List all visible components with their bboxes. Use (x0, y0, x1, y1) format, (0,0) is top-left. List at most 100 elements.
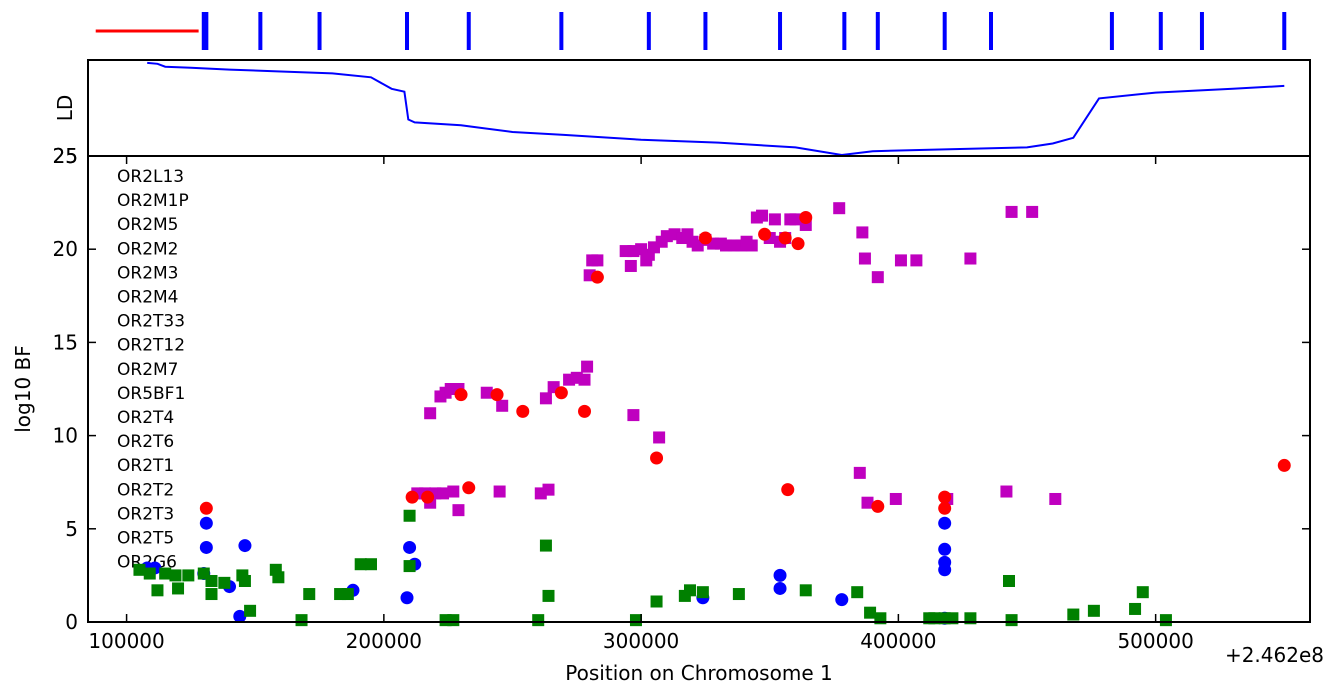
y-tick-label: 0 (65, 610, 78, 634)
ld-line (147, 61, 1285, 157)
data-point-green (151, 584, 164, 597)
data-point-green (1003, 574, 1016, 587)
gene-label: OR2T4 (117, 408, 174, 428)
gene-label: OR2M3 (117, 263, 179, 283)
data-point-green (143, 567, 156, 580)
data-point-magenta (756, 209, 769, 222)
gene-label: OR2T5 (117, 529, 174, 549)
data-point-red (938, 490, 952, 504)
gene-label-list: OR2L13 OR2M1P OR2M5 OR2M2 OR2M3 OR2M4 OR2T33 OR… (117, 167, 189, 573)
data-point-blue (938, 516, 952, 530)
data-point-blue (238, 539, 252, 553)
ld-panel: LD (53, 59, 1311, 157)
data-point-blue (199, 540, 213, 554)
data-point-green (1087, 604, 1100, 617)
y-tick-label: 15 (53, 330, 78, 354)
gene-label: OR5BF1 (117, 384, 185, 404)
data-point-blue (400, 591, 414, 605)
data-point-green (169, 569, 182, 582)
gene-label: OR2M1P (117, 191, 189, 211)
gene-label: OR2T2 (117, 480, 174, 500)
data-points (133, 202, 1291, 627)
y-tick-label: 5 (65, 517, 78, 541)
data-point-magenta (745, 239, 758, 252)
data-point-red (199, 501, 213, 515)
data-point-green (272, 571, 285, 584)
data-point-red (698, 231, 712, 245)
data-point-magenta (789, 213, 802, 226)
data-point-blue (938, 542, 952, 556)
data-point-green (1129, 602, 1142, 615)
data-point-green (542, 589, 555, 602)
data-point-red (799, 211, 813, 225)
gene-label: OR2L13 (117, 167, 184, 187)
data-point-magenta (542, 483, 555, 496)
data-point-green (851, 586, 864, 599)
data-point-magenta (1049, 492, 1062, 505)
data-point-green (205, 574, 218, 587)
data-point-green (182, 569, 195, 582)
snp-marker-track (95, 12, 1287, 50)
data-point-magenta (853, 466, 866, 479)
data-point-green (683, 584, 696, 597)
data-point-magenta (861, 496, 874, 509)
data-point-blue (835, 593, 849, 607)
ld-axis-label: LD (53, 95, 77, 122)
x-axis-label: Position on Chromosome 1 (565, 661, 832, 685)
data-point-magenta (964, 252, 977, 265)
data-point-magenta (424, 407, 437, 420)
data-point-red (490, 388, 504, 402)
data-point-red (938, 501, 952, 515)
data-point-magenta (1000, 485, 1013, 498)
data-point-magenta (1026, 205, 1039, 218)
data-point-red (778, 231, 792, 245)
data-point-magenta (858, 252, 871, 265)
x-tick-label: 200000 (346, 629, 422, 653)
data-point-blue (403, 540, 417, 554)
data-point-green (354, 558, 367, 571)
data-point-red (758, 227, 772, 241)
data-point-green (364, 558, 377, 571)
data-point-green (218, 576, 231, 589)
data-point-magenta (894, 254, 907, 267)
gene-label: OR2T3 (117, 504, 174, 524)
x-axis: 100000 200000 300000 400000 500000 (88, 156, 1194, 653)
data-point-red (454, 388, 468, 402)
gene-label: OR2M2 (117, 239, 179, 259)
gene-label: OR2T12 (117, 336, 185, 356)
data-point-magenta (480, 386, 493, 399)
data-point-magenta (871, 271, 884, 284)
x-tick-label: 100000 (88, 629, 164, 653)
data-point-red (421, 490, 435, 504)
data-point-blue (233, 609, 247, 623)
gene-label: OR2M4 (117, 288, 179, 308)
data-point-magenta (591, 254, 604, 267)
data-point-green (244, 604, 257, 617)
gene-label: OR2M7 (117, 360, 179, 380)
data-point-red (791, 237, 805, 251)
x-tick-label: 400000 (860, 629, 936, 653)
data-point-red (554, 386, 568, 400)
data-point-green (172, 582, 185, 595)
data-point-green (238, 574, 251, 587)
data-point-green (303, 588, 316, 601)
data-point-red (578, 404, 592, 418)
ld-tick-label: 25 (53, 144, 78, 168)
data-point-green (205, 588, 218, 601)
data-point-green (295, 614, 308, 627)
data-point-red (462, 481, 476, 495)
x-tick-label: 300000 (603, 629, 679, 653)
data-point-green (1005, 614, 1018, 627)
data-point-green (133, 563, 146, 576)
data-point-magenta (624, 259, 637, 272)
data-point-blue (199, 516, 213, 530)
data-point-green (403, 509, 416, 522)
data-point-green (447, 614, 460, 627)
data-point-magenta (447, 485, 460, 498)
data-point-blue (773, 581, 787, 595)
data-point-magenta (856, 226, 869, 239)
x-offset-label: +2.462e8 (1225, 643, 1324, 667)
data-point-blue (938, 563, 952, 577)
